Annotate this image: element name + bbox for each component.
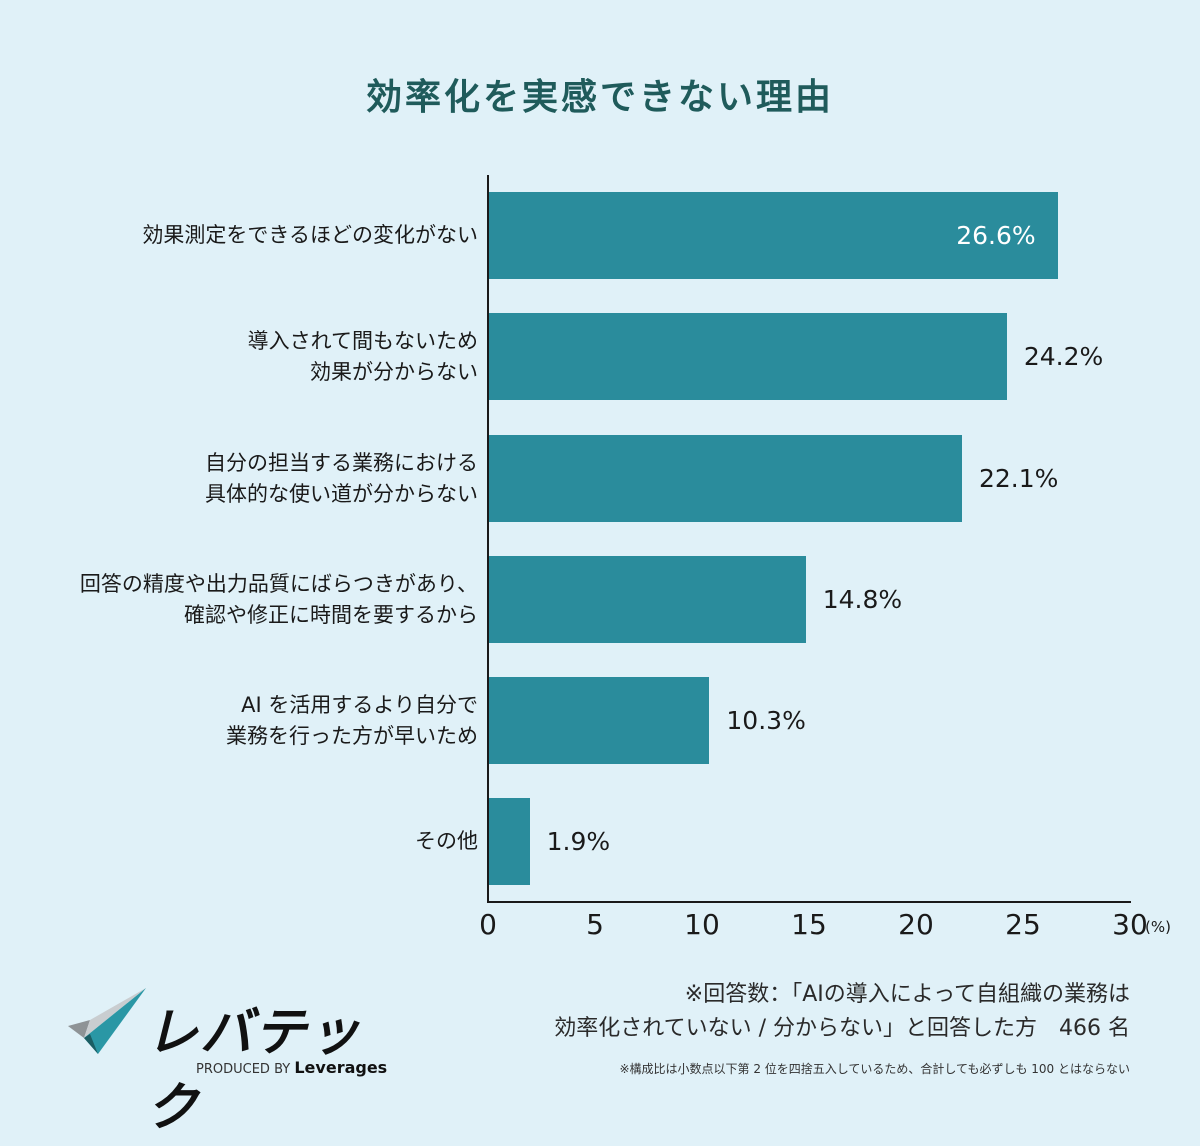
category-label: その他 — [415, 798, 478, 885]
bar — [489, 677, 710, 764]
category-label-line: 自分の担当する業務における — [205, 450, 478, 475]
bar-row: 導入されて間もないため効果が分からない 24.2% — [0, 313, 1200, 400]
bar-row: 自分の担当する業務における 具体的な使い道が分からない 22.1% — [0, 435, 1200, 522]
bar — [489, 313, 1007, 400]
respondent-note: ※回答数：「AIの導入によって自組織の業務は 効率化されていない / 分からない… — [554, 978, 1130, 1046]
category-label-line: 具体的な使い道が分からない — [205, 481, 478, 506]
category-label: 効果測定をできるほどの変化がない — [142, 192, 478, 279]
category-label: 自分の担当する業務における 具体的な使い道が分からない — [205, 435, 478, 522]
bar — [489, 798, 530, 885]
levtech-logo: レバテック PRODUCED BY Leverages — [66, 988, 396, 1138]
value-label: 26.6% — [956, 221, 1036, 250]
bar-chart: 効果測定をできるほどの変化がない 26.6% 導入されて間もないため効果が分からない… — [0, 175, 1200, 941]
x-tick-label: 20 — [898, 908, 934, 941]
x-axis-unit: (%) — [1145, 918, 1171, 936]
bar-row: その他 1.9% — [0, 798, 1200, 885]
value-label: 22.1% — [978, 464, 1059, 493]
category-label-line: 効果測定をできるほどの変化がない — [142, 223, 478, 247]
logo-wordmark: レバテック — [146, 1003, 363, 1138]
category-label: 導入されて間もないため効果が分からない — [248, 313, 478, 400]
bar-row: 回答の精度や出力品質にばらつきがあり、確認や修正に時間を要するから 14.8% — [0, 556, 1200, 643]
x-tick-label: 10 — [684, 908, 720, 941]
category-label: AI を活用するより自分で業務を行った方が早いため — [226, 677, 478, 764]
value-label: 1.9% — [546, 827, 611, 856]
category-label-line: 業務を行った方が早いため — [226, 723, 478, 748]
category-label-line: 確認や修正に時間を要するから — [184, 602, 478, 627]
respondent-note-line1: ※回答数：「AIの導入によって自組織の業務は — [684, 982, 1130, 1007]
category-label-line: 導入されて間もないため — [247, 328, 478, 353]
bar-row: AI を活用するより自分で業務を行った方が早いため 10.3% — [0, 677, 1200, 764]
bar — [489, 556, 806, 643]
y-axis-line — [487, 175, 489, 902]
x-axis-line — [487, 901, 1131, 903]
respondent-note-line2: 効率化されていない / 分からない」と回答した方 466 名 — [554, 1016, 1130, 1041]
value-label: 24.2% — [1023, 342, 1104, 371]
logo-produced-by: PRODUCED BY Leverages — [196, 1058, 388, 1077]
bar-row: 効果測定をできるほどの変化がない 26.6% — [0, 192, 1200, 279]
x-tick-label: 30 — [1112, 908, 1148, 941]
chart-title: 効率化を実感できない理由 — [365, 77, 834, 118]
value-label: 10.3% — [726, 706, 806, 735]
category-label-line: 効果が分からない — [310, 359, 478, 384]
bar — [489, 435, 962, 522]
category-label: 回答の精度や出力品質にばらつきがあり、確認や修正に時間を要するから — [80, 556, 478, 643]
category-label-line: その他 — [415, 829, 478, 853]
x-tick-label: 0 — [479, 908, 497, 941]
x-tick-label: 25 — [1005, 908, 1041, 941]
bar — [489, 192, 1059, 279]
category-label-line: AI を活用するより自分で — [241, 692, 478, 717]
category-label-line: 回答の精度や出力品質にばらつきがあり、 — [79, 571, 478, 596]
rounding-note: ※構成比は小数点以下第 2 位を四捨五入しているため、合計しても必ずしも 100… — [619, 1062, 1130, 1076]
x-tick-label: 15 — [791, 908, 827, 941]
paper-plane-logo-icon — [68, 988, 146, 1054]
x-tick-label: 5 — [586, 908, 604, 941]
value-label: 14.8% — [822, 585, 903, 614]
